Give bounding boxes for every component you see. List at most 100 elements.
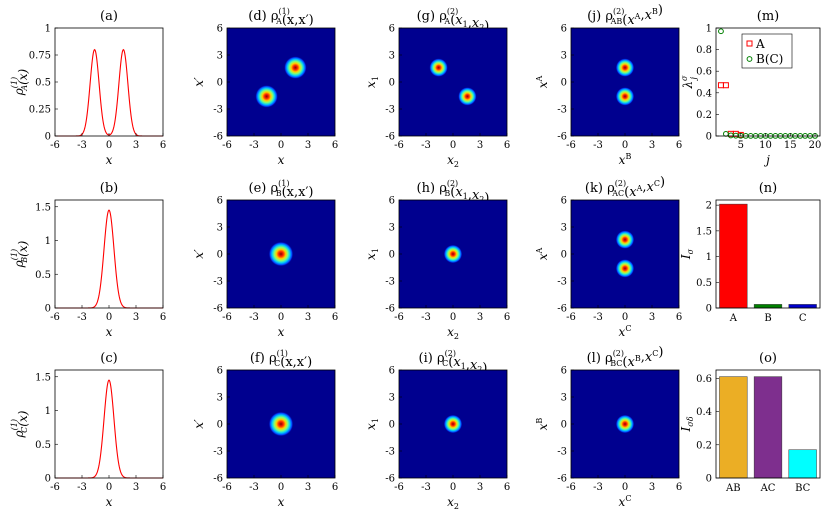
x-tick-label: -3 [249,482,259,493]
y-tick-label: 0 [217,420,223,431]
x-tick-label: 3 [649,140,655,151]
x-tick-label: -6 [50,312,60,323]
text-run: x [472,16,480,31]
density-peak [268,241,294,267]
text-run: (l) [587,351,605,366]
bar-BC [788,449,817,479]
superscript: (1) [10,419,19,430]
y-tick-label: 6 [217,366,223,377]
text-run: x [647,180,655,195]
text-run: (i) [419,351,437,366]
text-run: ρ [605,9,613,24]
y-tick-label: -3 [385,447,395,458]
text-run: ) [484,191,489,206]
x-tick-label: -3 [77,312,87,323]
superscript: B [625,152,631,161]
density-peak [615,414,635,434]
y-tick-label: 0.6 [696,67,712,78]
y-tick-label: 0 [389,420,395,431]
text-run: ρ [12,88,26,96]
y-tick-label: 0 [706,304,712,315]
y-tick-label: 0.5 [35,440,51,451]
subscript: C [442,359,448,368]
x-tick-label: 3 [305,140,311,151]
superscript: C [625,494,631,503]
y-tick-label: 6 [389,24,395,35]
panel-d: (d) ρ(1) A(x,x′) -6 -3 0 3 6 -6 -3 0 3 6 x x′ [192,7,338,167]
x-tick-label: 6 [332,140,338,151]
text-run: x [447,153,454,167]
x-axis-label: x2 [447,153,459,169]
text-run: ρ [12,260,26,268]
y-tick-label: 0.4 [696,88,712,99]
y-tick-label: 6 [561,24,567,35]
text-run: (x,x′) [282,13,314,28]
panel-title: (m) [757,9,779,24]
y-tick-label: 0.2 [696,110,712,121]
y-tick-label: 0 [561,420,567,431]
heatmap-background [571,200,679,308]
subscript: AB [610,17,623,26]
y-tick-label: -3 [213,277,223,288]
text-run: λ [681,81,695,90]
subscript: B [444,189,450,198]
y-tick-label: 3 [217,223,223,234]
superscript: (2) [615,179,626,188]
text-run: (x,x′) [280,355,312,370]
text-run: x [536,423,550,430]
x-axis-label: x2 [447,325,459,341]
panel-title: (l) ρ(2) BC(xB,xC) [587,345,664,370]
y-tick-label: 6 [561,366,567,377]
text-run: ρ [271,181,279,196]
y-tick-label: -6 [385,474,395,485]
text-run: I [679,254,693,260]
panel-title: (g) ρ(2) A(x1,x2) [417,7,490,34]
superscript: (2) [613,349,624,358]
y-axis-label: x1 [364,248,380,260]
text-run: x [455,185,463,200]
legend-box [741,33,793,69]
panel-title: (d) ρ(1) A(x,x′) [248,7,313,28]
y-tick-label: -6 [557,132,567,143]
y-tick-label: 1 [45,24,51,35]
text-run: x [627,355,635,370]
text-run: x [106,153,113,167]
text-run: (x) [16,68,30,84]
y-tick-label: -3 [213,447,223,458]
x-axis-label: x [278,495,285,509]
superscript: A [634,12,641,21]
text-run: (f) [250,351,269,366]
text-run: x [453,355,461,370]
point-B(C) [723,130,729,137]
text-run: ) [484,19,489,34]
y-axis-label: x1 [364,76,380,88]
y-tick-label: 2 [706,201,712,212]
y-tick-label: 3 [561,393,567,404]
text-run: ρ [269,351,277,366]
x-tick-label: 3 [477,140,483,151]
text-run: ( [622,13,627,28]
subscript: B [276,189,282,198]
x-tick-label: 5 [738,140,744,151]
y-tick-label: -3 [213,105,223,116]
x-tick-label: 3 [305,482,311,493]
subscript: AC [611,189,624,198]
x-tick-label: -3 [249,312,259,323]
superscript: (1) [277,349,288,358]
text-run: ρ [605,351,613,366]
x-tick-label: 0 [450,140,456,151]
panel-a: (a) -6 -3 0 3 6 0 0.25 0.5 0.75 1 x ρ(1)A(x) [10,9,166,167]
subscript: C [274,359,280,368]
density-peak [458,87,477,106]
x-tick-label: 0 [106,482,112,493]
heatmap-background [571,28,679,136]
axes-frame [715,199,821,309]
superscript: (2) [447,179,458,188]
text-run: (x) [16,240,30,256]
